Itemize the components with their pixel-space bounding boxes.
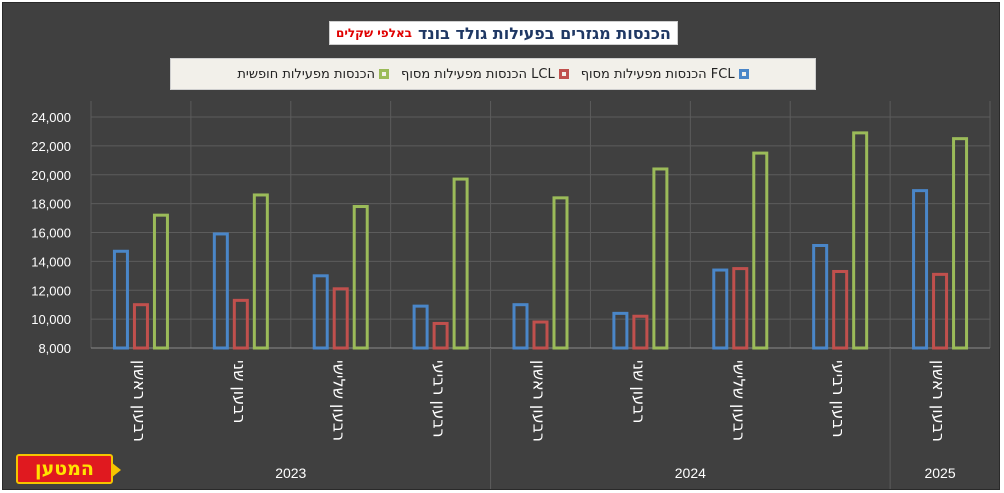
chart-legend: הכנסות מפעילות מסוף FCL הכנסות מפעילות מ… (170, 58, 816, 90)
y-tick-label: 18,000 (31, 197, 71, 212)
logo: המטען (16, 454, 121, 484)
bar (912, 189, 929, 350)
legend-swatch-lcl (558, 69, 569, 79)
bar (532, 320, 549, 350)
legend-label-lcl: הכנסות מפעילות מסוף LCL (401, 66, 555, 82)
legend-item-free: הכנסות מפעילות חופשית (237, 66, 390, 82)
bar (252, 193, 269, 350)
bar (212, 232, 229, 350)
year-group-label: 2025 (924, 465, 955, 481)
legend-swatch-free (379, 69, 390, 79)
y-tick-label: 22,000 (31, 139, 71, 154)
bar (652, 167, 669, 350)
bar (132, 303, 149, 350)
bar (752, 151, 769, 350)
x-tick-label: רבעון שלישי (729, 360, 748, 441)
year-group-label: 2023 (275, 465, 306, 481)
legend-label-fcl: הכנסות מפעילות מסוף FCL (580, 66, 735, 82)
legend-swatch-fcl (738, 69, 749, 79)
chart-title-text: הכנסות מגזרים בפעילות גולד בונד (418, 23, 671, 43)
y-tick-label: 12,000 (31, 283, 71, 298)
bar (612, 311, 629, 350)
bar (812, 243, 829, 350)
x-tick-label: רבעון ראשון (929, 360, 948, 442)
logo-text: המטען (35, 458, 94, 480)
year-group-label: 2024 (675, 465, 706, 481)
bar (312, 274, 329, 350)
bar (512, 303, 529, 350)
chart-canvas: 8,000 10,000 12,000 14,000 16,000 18,000 20,00… (31, 101, 991, 489)
bar (112, 249, 129, 350)
y-tick-label: 16,000 (31, 226, 71, 241)
bar (432, 321, 449, 350)
y-tick-label: 14,000 (31, 254, 71, 269)
bar (932, 272, 949, 350)
x-tick-label: רבעון שלישי (330, 360, 349, 441)
x-tick-label: רבעון שני (230, 360, 249, 423)
chart-title: הכנסות מגזרים בפעילות גולד בונד באלפי שק… (329, 21, 678, 45)
x-tick-label: רבעון שני (629, 360, 648, 423)
bar (352, 205, 369, 350)
legend-item-lcl: הכנסות מפעילות מסוף LCL (401, 67, 569, 82)
bar (152, 213, 169, 350)
bar (952, 137, 969, 350)
bar (852, 131, 869, 350)
bar (732, 267, 749, 350)
bar (452, 177, 469, 350)
legend-item-fcl: הכנסות מפעילות מסוף FCL (581, 67, 749, 82)
x-tick-label: רבעון רביעי (430, 360, 449, 438)
x-tick-label: רבעון ראשון (530, 360, 549, 442)
y-tick-label: 20,000 (31, 168, 71, 183)
bar (712, 268, 729, 350)
y-tick-label: 8,000 (38, 341, 71, 356)
y-tick-label: 10,000 (31, 312, 71, 327)
bar (552, 196, 569, 350)
y-tick-label: 24,000 (31, 110, 71, 125)
bar (412, 304, 429, 350)
bar (632, 314, 649, 350)
bar (832, 269, 849, 350)
bar (232, 298, 249, 350)
x-tick-label: רבעון ראשון (130, 360, 149, 442)
bar (332, 287, 349, 350)
logo-arrow-icon (111, 462, 121, 478)
x-tick-label: רבעון רביעי (829, 360, 848, 438)
chart-unit-label: באלפי שקלים (336, 26, 413, 40)
legend-label-free: הכנסות מפעילות חופשית (237, 66, 376, 82)
